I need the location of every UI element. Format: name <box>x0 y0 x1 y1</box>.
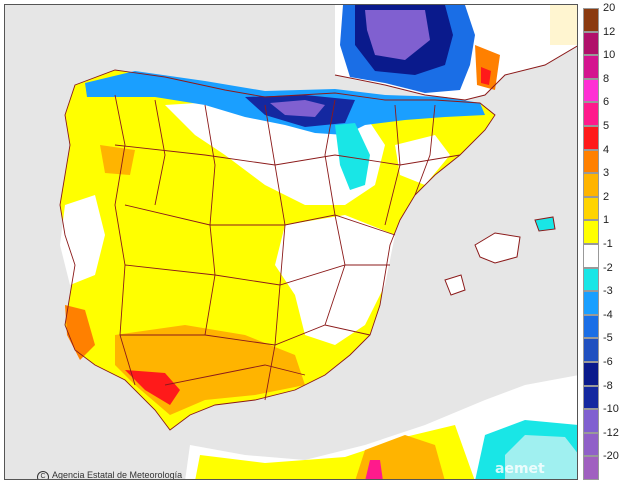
copyright-icon: C <box>37 471 49 479</box>
legend-swatch <box>583 338 599 362</box>
legend-label: -4 <box>603 308 613 321</box>
legend-swatch <box>583 409 599 433</box>
galicia-warm-zone <box>100 145 135 175</box>
legend-label: 20 <box>603 2 616 14</box>
basque-extreme-cold-zone <box>270 100 325 117</box>
legend-swatch <box>583 196 599 221</box>
legend-swatch <box>583 291 599 315</box>
africa-hot-spot <box>365 460 383 479</box>
legend-label: -10 <box>603 403 619 416</box>
africa-land <box>185 375 577 479</box>
legend-label: 1 <box>603 214 610 227</box>
legend-swatch <box>583 220 599 244</box>
legend-swatch <box>583 362 599 386</box>
france-east-zone <box>550 5 577 45</box>
legend-label: 3 <box>603 167 610 180</box>
iberia-west-neutral <box>60 195 105 285</box>
legend-label: -20 <box>603 450 619 463</box>
legend-label: 8 <box>603 72 610 85</box>
guadalquivir-hot-zone <box>125 370 180 405</box>
legend-swatch <box>583 126 599 150</box>
legend-swatch <box>583 31 599 56</box>
temperature-anomaly-map: C Agencia Estatal de Meteorología aemet <box>4 4 578 480</box>
aemet-watermark: aemet <box>495 461 545 477</box>
legend-swatch <box>583 102 599 126</box>
color-legend: 20 12 10 8 6 5 4 3 2 1 -1 -2 -3 -4 -5 -6 -8 -10 -12 -20 <box>583 2 627 480</box>
credit-text: Agencia Estatal de Meteorología <box>52 470 183 480</box>
legend-swatch <box>583 55 599 79</box>
legend-label: 12 <box>603 25 616 38</box>
portugal-south-warm <box>65 305 95 360</box>
map-canvas <box>5 5 577 479</box>
legend-label: -6 <box>603 356 613 368</box>
france-extreme-cold-zone <box>365 10 430 60</box>
africa-cool-zone <box>505 435 577 479</box>
france-hot-spot <box>481 67 491 85</box>
legend-label: 4 <box>603 143 610 156</box>
iberian-system-cool <box>335 123 370 190</box>
legend-label: 5 <box>603 120 610 132</box>
legend-label: 2 <box>603 190 610 203</box>
legend-swatch <box>583 244 599 268</box>
legend-swatch <box>583 432 599 457</box>
legend-label: -8 <box>603 379 613 392</box>
menorca-island <box>534 216 556 232</box>
mallorca-island <box>474 232 521 264</box>
ibiza-island <box>444 274 466 296</box>
province-boundaries <box>59 69 496 431</box>
legend-label: 10 <box>603 49 616 62</box>
legend-label: 6 <box>603 96 610 109</box>
legend-label: -2 <box>603 261 613 274</box>
legend-swatch <box>583 456 599 480</box>
legend-swatch <box>583 78 599 103</box>
legend-label: -3 <box>603 285 613 298</box>
legend-swatch <box>583 173 599 197</box>
legend-swatch <box>583 267 599 292</box>
ebro-neutral <box>395 135 450 185</box>
legend-swatch <box>583 149 599 174</box>
legend-swatch <box>583 314 599 339</box>
legend-label: -1 <box>603 238 613 250</box>
credit-label: C Agencia Estatal de Meteorología <box>37 470 183 480</box>
iberia-east-neutral <box>275 215 395 345</box>
france-border <box>334 45 577 101</box>
legend-label: -5 <box>603 332 613 345</box>
legend-swatch <box>583 385 599 410</box>
legend-label: -12 <box>603 426 619 439</box>
legend-swatch <box>583 8 599 32</box>
